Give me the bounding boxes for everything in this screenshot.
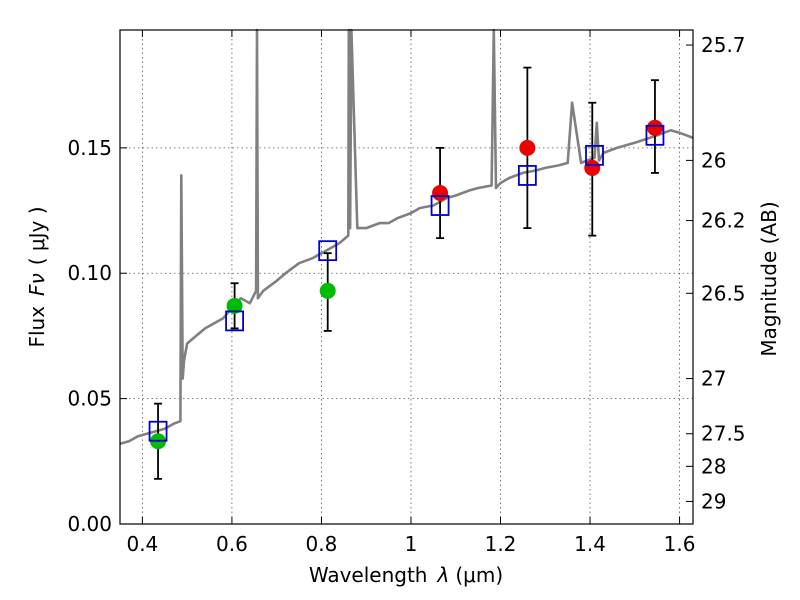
x-tick-label-3: 1 <box>405 532 418 556</box>
model-square-2 <box>318 240 338 262</box>
right-tick-label-3: 26.5 <box>701 281 746 305</box>
model-square-5 <box>585 144 604 166</box>
right-tick-label-6: 28 <box>701 454 726 478</box>
spectrum-line <box>119 28 694 446</box>
y-axis-ticks: 0.00 0.05 0.10 0.15 <box>67 136 127 536</box>
right-tick-label-7: 29 <box>701 489 726 513</box>
plot-frame <box>119 29 694 525</box>
right-tick-label-1: 26 <box>701 148 726 172</box>
model-square-4 <box>517 165 537 186</box>
y-tick-label-3: 0.15 <box>67 136 112 160</box>
x-tick-label-4: 1.2 <box>485 532 517 556</box>
nir-point-1 <box>519 139 536 156</box>
model-square-6 <box>645 124 665 146</box>
nir-point-2 <box>584 159 601 176</box>
model-square-3 <box>430 195 450 216</box>
right-axis-title: Magnitude (AB) <box>757 201 781 356</box>
right-tick-label-4: 27 <box>701 367 726 391</box>
nir-point-3 <box>646 119 663 136</box>
x-axis-title: Wavelength λ (μm) <box>309 563 503 587</box>
right-tick-label-2: 26.2 <box>701 209 746 233</box>
y-axis-title: FluxFν( μJy ) <box>25 206 49 347</box>
y-tick-label-1: 0.05 <box>67 387 112 411</box>
x-tick-label-2: 0.8 <box>306 532 338 556</box>
x-tick-label-6: 1.6 <box>664 532 696 556</box>
model-photometry-layer <box>148 124 665 442</box>
y-tick-label-0: 0.00 <box>67 512 112 536</box>
right-tick-label-0: 25.7 <box>701 33 746 57</box>
nir-point-0 <box>432 184 449 201</box>
optical-point-1 <box>226 297 243 314</box>
spectrum-layer <box>119 28 694 446</box>
model-square-0 <box>148 420 168 442</box>
right-axis-ticks: 25.7 26 26.2 26.5 27 27.5 28 29 <box>686 33 746 513</box>
x-tick-label-0: 0.4 <box>126 532 158 556</box>
x-tick-label-1: 0.6 <box>216 532 248 556</box>
x-tick-label-5: 1.4 <box>574 532 606 556</box>
x-axis-ticks: 0.4 0.6 0.8 1 1.2 1.4 1.6 <box>126 30 695 556</box>
y-tick-label-2: 0.10 <box>67 261 112 285</box>
model-square-1 <box>225 310 245 332</box>
optical-point-2 <box>319 282 336 299</box>
right-tick-label-5: 27.5 <box>701 422 746 446</box>
